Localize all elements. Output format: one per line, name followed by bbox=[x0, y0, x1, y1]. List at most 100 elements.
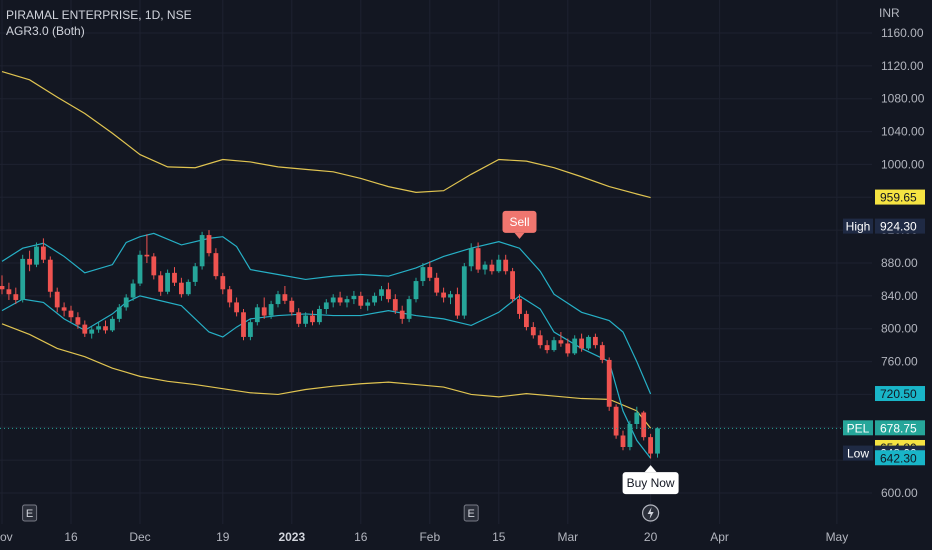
price-tick-label: 800.00 bbox=[881, 322, 918, 336]
sell-signal-pointer bbox=[514, 232, 525, 239]
candle-body bbox=[137, 254, 143, 284]
candle-body bbox=[544, 345, 550, 351]
time-axis[interactable]: Nov 16 Dec 19 2023 16 Feb 15 Mar 20 Apr May bbox=[0, 530, 848, 544]
candle-body bbox=[220, 276, 226, 290]
candle-body bbox=[620, 435, 626, 447]
candle-body bbox=[275, 294, 281, 305]
sell-signal-label: Sell bbox=[509, 215, 529, 229]
price-labels: 959.65High924.30720.50PEL678.75654.80Low… bbox=[843, 189, 925, 466]
candle-body bbox=[213, 253, 219, 277]
signals: Sell Buy Now bbox=[502, 210, 679, 495]
sell-signal-box[interactable] bbox=[502, 210, 537, 233]
candle-body bbox=[427, 267, 433, 278]
price-badge bbox=[875, 218, 925, 234]
candle-body bbox=[75, 317, 81, 325]
candle-body bbox=[517, 299, 522, 314]
price-badge bbox=[875, 386, 925, 402]
candle-body bbox=[227, 289, 233, 303]
candle-body bbox=[116, 307, 122, 319]
bands bbox=[1, 71, 652, 459]
candle-body bbox=[151, 256, 157, 276]
candle-body bbox=[524, 313, 529, 328]
price-badge bbox=[875, 450, 925, 466]
candle-body bbox=[103, 326, 108, 331]
candle-body bbox=[82, 324, 88, 334]
candle-body bbox=[475, 248, 481, 270]
candle-body bbox=[537, 335, 543, 346]
candles bbox=[0, 230, 660, 459]
currency-label: INR bbox=[879, 6, 900, 20]
time-tick-label: 2023 bbox=[278, 530, 305, 544]
price-badge-value: 720.50 bbox=[880, 387, 917, 401]
candle-body bbox=[296, 312, 302, 324]
candle-body bbox=[241, 312, 246, 337]
earnings-icon[interactable] bbox=[463, 504, 479, 522]
time-tick-label: Feb bbox=[419, 530, 440, 544]
candle-body bbox=[599, 345, 605, 360]
candle-body bbox=[551, 340, 557, 351]
buy-signal-pointer bbox=[644, 465, 657, 473]
candle-body bbox=[579, 338, 584, 349]
candle-body bbox=[641, 412, 647, 438]
outer-lower-band bbox=[1, 323, 652, 429]
candle-body bbox=[365, 302, 371, 306]
price-badge-value: 678.75 bbox=[880, 421, 917, 435]
price-badge-value: 924.30 bbox=[880, 220, 917, 234]
candle-body bbox=[572, 338, 578, 354]
candle-body bbox=[179, 282, 184, 295]
candle-body bbox=[565, 343, 571, 354]
candle-body bbox=[41, 246, 46, 260]
price-badge bbox=[875, 420, 925, 436]
candle-body bbox=[503, 259, 509, 272]
candle-body bbox=[413, 281, 419, 300]
price-tick-label: 760.00 bbox=[881, 355, 918, 369]
outer-upper-band bbox=[1, 71, 651, 199]
time-tick-label: Apr bbox=[710, 530, 729, 544]
candle-body bbox=[358, 295, 364, 306]
symbol-title[interactable]: PIRAMAL ENTERPRISE, 1D, NSE bbox=[6, 8, 192, 22]
price-badge-tag-text: High bbox=[846, 220, 871, 234]
candle-body bbox=[606, 359, 612, 407]
candle-body bbox=[655, 428, 660, 454]
inner-upper-band bbox=[1, 232, 652, 395]
candle-body bbox=[455, 294, 460, 316]
candle-body bbox=[330, 297, 336, 303]
price-badge-value: 642.30 bbox=[880, 451, 917, 465]
candle-body bbox=[54, 291, 60, 308]
candle-body bbox=[158, 275, 164, 292]
candle-body bbox=[0, 286, 5, 290]
buy-signal-label: Buy Now bbox=[627, 476, 675, 490]
candle-body bbox=[130, 283, 136, 298]
candle-body bbox=[144, 254, 150, 257]
time-tick-label: Dec bbox=[129, 530, 150, 544]
candle-body bbox=[68, 310, 74, 318]
candle-body bbox=[61, 307, 67, 311]
candle-body bbox=[317, 309, 322, 323]
candle-body bbox=[613, 406, 619, 436]
candle-body bbox=[123, 297, 129, 308]
indicator-title[interactable]: AGR3.0 (Both) bbox=[6, 24, 85, 38]
candle-body bbox=[13, 294, 19, 300]
candle-body bbox=[386, 289, 391, 300]
time-tick-label: 16 bbox=[354, 530, 368, 544]
candle-body bbox=[593, 336, 598, 346]
candle-body bbox=[89, 329, 95, 334]
candle-body bbox=[530, 327, 536, 336]
price-badge-tag bbox=[843, 218, 873, 234]
time-tick-label: 19 bbox=[216, 530, 230, 544]
candle-body bbox=[399, 310, 405, 319]
candle-body bbox=[27, 258, 32, 265]
buy-signal-box[interactable] bbox=[622, 472, 679, 495]
candle-body bbox=[310, 315, 315, 323]
time-tick-label: Nov bbox=[0, 530, 13, 544]
candle-body bbox=[468, 248, 474, 267]
candle-body bbox=[510, 271, 515, 300]
price-tick-label: 880.00 bbox=[881, 256, 918, 270]
price-badge-tag bbox=[843, 445, 873, 461]
candle-body bbox=[323, 302, 329, 309]
candle-body bbox=[496, 259, 502, 272]
earnings-icon[interactable] bbox=[22, 504, 38, 522]
candle-body bbox=[261, 307, 267, 316]
